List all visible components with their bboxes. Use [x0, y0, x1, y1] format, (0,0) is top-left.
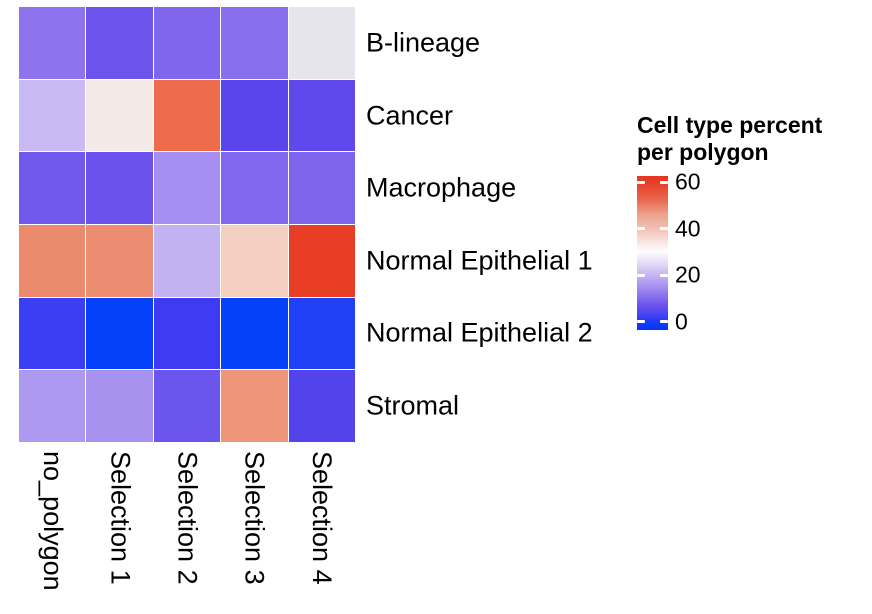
y-axis-label-5: Stromal — [366, 390, 460, 421]
x-axis-label-1: Selection 1 — [105, 451, 136, 585]
heatmap-cell-r2-c4 — [288, 152, 355, 224]
colorbar-tick-right-3 — [660, 320, 668, 324]
heatmap-cell-r3-c1 — [86, 224, 153, 297]
legend-tick-label-0: 60 — [675, 168, 701, 195]
heatmap-cell-r2-c2 — [153, 152, 221, 224]
heatmap-cell-r2-c3 — [221, 152, 288, 224]
heatmap-cell-r3-c2 — [153, 224, 221, 297]
heatmap-cell-r0-c0 — [19, 7, 86, 79]
x-axis-label-0: no_polygon — [38, 451, 69, 591]
heatmap-cell-r0-c4 — [288, 7, 355, 79]
heatmap-cell-r3-c4 — [288, 224, 355, 297]
heatmap-cell-r1-c3 — [221, 79, 288, 152]
x-axis-label-3: Selection 3 — [239, 451, 270, 585]
colorbar-tick-right-1 — [660, 227, 668, 231]
legend-colorbar — [637, 176, 668, 330]
heatmap-cell-r2-c0 — [19, 152, 86, 224]
colorbar-tick-left-0 — [637, 180, 645, 184]
heatmap-cell-r3-c0 — [19, 224, 86, 297]
heatmap-cell-r4-c2 — [153, 297, 221, 370]
heatmap-cell-r4-c1 — [86, 297, 153, 370]
heatmap-cell-r4-c3 — [221, 297, 288, 370]
y-axis-label-3: Normal Epithelial 1 — [366, 245, 593, 276]
heatmap-cell-r5-c4 — [288, 370, 355, 442]
y-axis-label-2: Macrophage — [366, 172, 517, 203]
heatmap-cell-r1-c1 — [86, 79, 153, 152]
heatmap-cell-r5-c1 — [86, 370, 153, 442]
legend-tick-label-2: 20 — [675, 261, 701, 288]
heatmap-cell-r3-c3 — [221, 224, 288, 297]
colorbar-tick-left-1 — [637, 227, 645, 231]
colorbar-tick-right-0 — [660, 180, 668, 184]
legend-title-line2: per polygon — [637, 139, 769, 165]
heatmap-cell-r0-c2 — [153, 7, 221, 79]
heatmap-cell-r5-c2 — [153, 370, 221, 442]
y-axis-label-0: B-lineage — [366, 27, 481, 58]
heatmap-cell-r1-c2 — [153, 79, 221, 152]
heatmap-cell-r0-c1 — [86, 7, 153, 79]
heatmap-cell-r5-c3 — [221, 370, 288, 442]
heatmap-cell-r1-c4 — [288, 79, 355, 152]
heatmap-grid — [19, 7, 355, 442]
heatmap-cell-r4-c0 — [19, 297, 86, 370]
y-axis-label-1: Cancer — [366, 100, 454, 131]
legend-tick-label-1: 40 — [675, 215, 701, 242]
x-axis-label-2: Selection 2 — [172, 451, 203, 585]
heatmap-cell-r0-c3 — [221, 7, 288, 79]
y-axis-label-4: Normal Epithelial 2 — [366, 317, 593, 348]
heatmap-cell-r4-c4 — [288, 297, 355, 370]
colorbar-tick-left-2 — [637, 273, 645, 277]
heatmap-cell-r2-c1 — [86, 152, 153, 224]
legend-title-line1: Cell type percent — [637, 112, 823, 138]
legend-title: Cell type percent per polygon — [637, 112, 822, 166]
legend-tick-label-3: 0 — [675, 308, 688, 335]
colorbar-tick-right-2 — [660, 273, 668, 277]
x-axis-label-4: Selection 4 — [306, 451, 337, 585]
heatmap-cell-r1-c0 — [19, 79, 86, 152]
colorbar-tick-left-3 — [637, 320, 645, 324]
heatmap-cell-r5-c0 — [19, 370, 86, 442]
